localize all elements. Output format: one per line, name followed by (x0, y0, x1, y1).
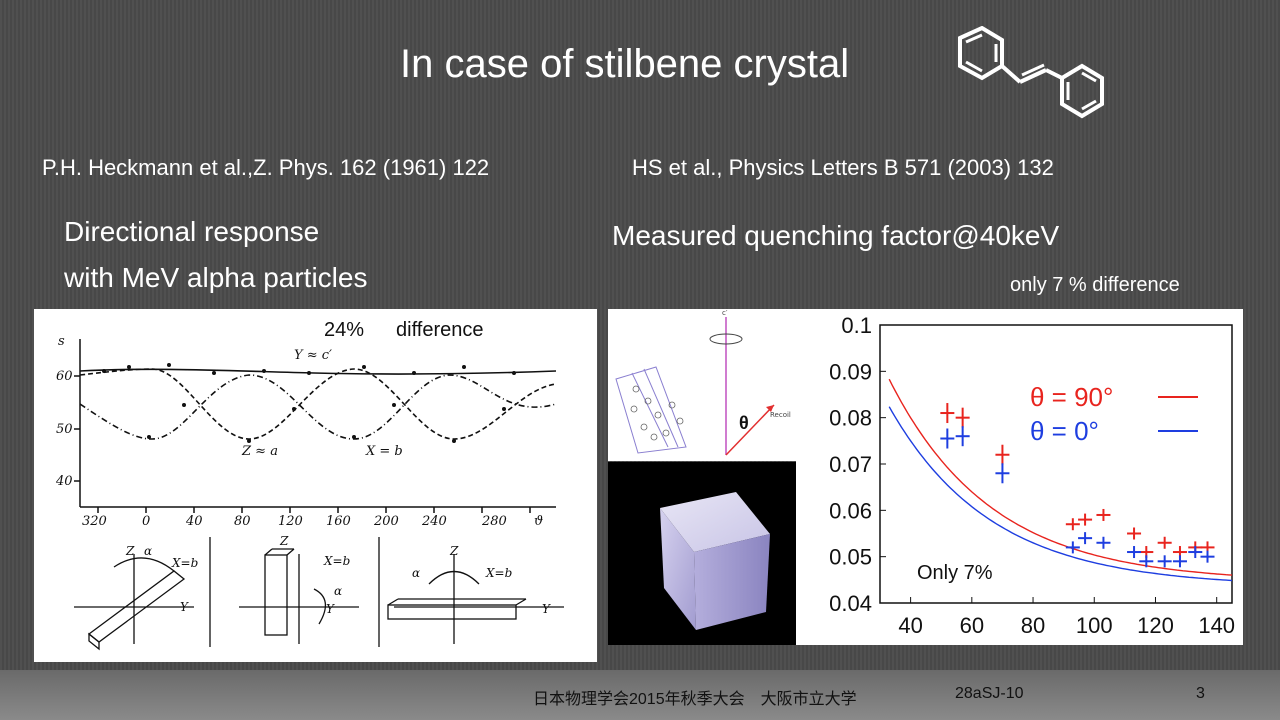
x-tick-80: 80 (234, 514, 251, 529)
x-tick-label: 80 (1021, 613, 1045, 638)
c-prime-label: c′ (722, 309, 728, 317)
data-point (1157, 555, 1172, 568)
axis-alpha-2: α (334, 584, 342, 598)
curve-x-b (79, 368, 557, 440)
left-heading-line2: with MeV alpha particles (64, 262, 368, 293)
recoil-geometry-figure: c′ Recoil θ (608, 309, 796, 461)
diff-word-label: difference (396, 319, 484, 341)
axis-y-3: Y (542, 602, 551, 616)
data-point (995, 463, 1010, 484)
axis-y-1: Y (180, 600, 189, 614)
data-point (1078, 513, 1093, 526)
curve-label-y: Y ≈ c′ (294, 348, 332, 363)
data-point (1096, 536, 1111, 549)
axis-z-2: Z (279, 534, 289, 548)
data-point (940, 428, 955, 449)
x-tick-label: 40 (898, 613, 922, 638)
slide-title: In case of stilbene crystal (400, 42, 850, 86)
x-tick-label: 60 (960, 613, 984, 638)
curve-label-z: Z ≈ a (241, 444, 278, 459)
data-point (1200, 550, 1215, 563)
data-point (1127, 546, 1142, 559)
x-tick-240: 240 (421, 514, 447, 529)
axis-xb-1: X=b (171, 556, 198, 570)
x-tick-label: 140 (1198, 613, 1235, 638)
y-tick-50: 50 (56, 422, 73, 437)
directional-response-figure: s 60 50 40 320 0 40 80 120 160 200 240 2… (34, 309, 597, 662)
data-point (955, 426, 970, 447)
axis-z-1: Z (125, 544, 135, 558)
data-point (940, 403, 955, 424)
y-tick-label: 0.08 (829, 406, 872, 431)
y-tick-label: 0.07 (829, 452, 872, 477)
axis-alpha-1: α (144, 544, 152, 558)
theta-label: θ (739, 413, 749, 433)
x-tick-marks (97, 507, 531, 513)
x-tick-200: 200 (373, 514, 399, 529)
fit-curve-1 (888, 406, 1233, 582)
y-tick-label: 0.06 (829, 498, 872, 523)
fit-curve-0 (888, 378, 1233, 576)
stilbene-structure-icon (958, 26, 1104, 119)
data-point (1172, 555, 1187, 568)
y-tick-60: 60 (56, 369, 73, 384)
data-point (1157, 536, 1172, 549)
legend-label-0: θ = 90° (1030, 382, 1113, 412)
difference-note: only 7 % difference (1010, 274, 1180, 296)
x-tick-label: 120 (1137, 613, 1174, 638)
data-point (1127, 527, 1142, 540)
x-tick-320: 320 (82, 514, 107, 529)
reference-heckmann: P.H. Heckmann et al.,Z. Phys. 162 (1961)… (42, 155, 490, 180)
curve-label-x: X = b (365, 444, 403, 459)
axis-xb-2: X=b (323, 554, 350, 568)
stilbene-crystal-photo (608, 462, 796, 645)
recoil-label: Recoil (770, 411, 791, 419)
axis-y-2: Y (326, 602, 335, 616)
x-symbol: ϑ (534, 514, 543, 529)
left-heading-line1: Directional response (64, 216, 320, 247)
y-tick-label: 0.1 (841, 313, 872, 338)
y-tick-label: 0.09 (829, 359, 872, 384)
data-point (1078, 532, 1093, 545)
x-tick-40: 40 (185, 514, 203, 529)
footer-page-number: 3 (1196, 685, 1205, 702)
footer-session: 28aSJ-10 (955, 685, 1024, 702)
data-point (1096, 508, 1111, 521)
reference-physics-letters: HS et al., Physics Letters B 571 (2003) … (632, 155, 1054, 180)
data-point (1188, 546, 1203, 559)
y-tick-label: 0.04 (829, 591, 872, 616)
chart-annotation: Only 7% (917, 562, 993, 584)
x-tick-0: 0 (142, 514, 150, 529)
x-tick-label: 100 (1076, 613, 1113, 638)
y-tick-40: 40 (55, 474, 73, 489)
data-point (1139, 555, 1154, 568)
y-tick-label: 0.05 (829, 545, 872, 570)
data-point (1065, 518, 1080, 531)
curve-y-c (79, 368, 557, 375)
x-tick-120: 120 (278, 514, 303, 529)
curve-z-a (79, 374, 557, 440)
data-point (1065, 541, 1080, 554)
x-tick-280: 280 (481, 514, 507, 529)
diff-percent-label: 24% (324, 319, 365, 341)
quenching-factor-chart: 0.1 0.09 0.08 0.07 0.06 0.05 0.04 40 60 80 100 120 1… (796, 309, 1243, 645)
y-symbol: s (58, 334, 65, 349)
right-heading: Measured quenching factor@40keV (612, 220, 1060, 251)
data-point (955, 407, 970, 428)
x-tick-160: 160 (326, 514, 351, 529)
axis-alpha-3: α (412, 566, 420, 580)
axis-z-3: Z (449, 544, 459, 558)
legend-label-1: θ = 0° (1030, 416, 1099, 446)
footer-conference: 日本物理学会2015年秋季大会 大阪市立大学 (533, 691, 857, 708)
footer-bar: 日本物理学会2015年秋季大会 大阪市立大学 28aSJ-10 3 (0, 670, 1280, 720)
axis-xb-3: X=b (485, 566, 512, 580)
data-point (995, 444, 1010, 465)
